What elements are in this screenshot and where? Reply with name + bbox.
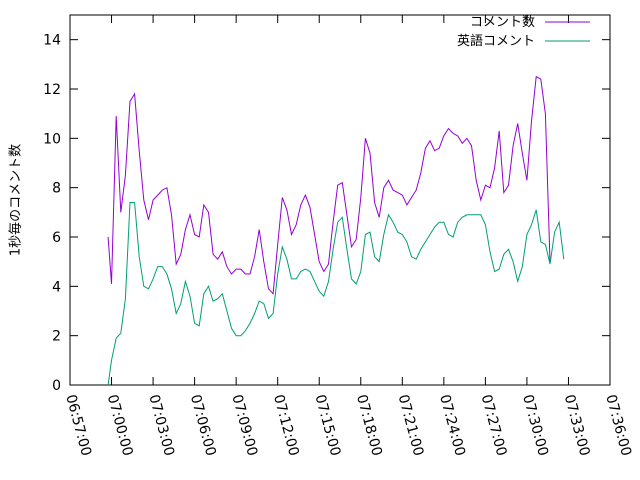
x-tick-label: 07:00:00: [104, 393, 136, 458]
y-tick-label: 0: [52, 378, 61, 394]
x-tick-label: 07:06:00: [187, 393, 219, 458]
x-tick-label: 07:30:00: [519, 393, 551, 458]
x-tick-label: 07:24:00: [436, 393, 468, 458]
x-tick-label: 07:21:00: [395, 393, 427, 458]
x-tick-label: 07:33:00: [561, 393, 593, 458]
y-tick-label: 8: [52, 181, 61, 197]
legend-label-1: 英語コメント: [457, 33, 535, 49]
series-line-1: [108, 203, 564, 386]
y-tick-label: 12: [43, 82, 61, 98]
x-tick-label: 07:09:00: [228, 393, 260, 458]
y-tick-label: 6: [52, 230, 61, 246]
y-axis-ticks: 0 2 4 6 8 10 12 14: [43, 33, 610, 394]
x-tick-label: 07:03:00: [145, 393, 177, 458]
plot-border: [70, 15, 610, 385]
x-tick-label: 06:57:00: [62, 393, 94, 458]
x-tick-label: 07:18:00: [353, 393, 385, 458]
series-lines: [108, 77, 564, 385]
x-tick-label: 07:36:00: [602, 393, 634, 458]
y-tick-label: 14: [43, 33, 61, 49]
x-tick-label: 07:12:00: [270, 393, 302, 458]
y-tick-label: 4: [52, 279, 61, 295]
x-axis-ticks: 06:57:00 07:00:00 07:03:00 07:06:00 07:09:00…: [62, 15, 634, 458]
y-tick-label: 10: [43, 131, 61, 147]
plot-frame: [70, 15, 610, 385]
x-tick-label: 07:27:00: [478, 393, 510, 458]
series-line-0: [108, 77, 550, 294]
y-axis-title: 1秒毎のコメント数: [8, 144, 24, 256]
x-tick-label: 07:15:00: [312, 393, 344, 458]
legend-label-0: コメント数: [470, 15, 535, 30]
y-tick-label: 2: [52, 329, 61, 345]
